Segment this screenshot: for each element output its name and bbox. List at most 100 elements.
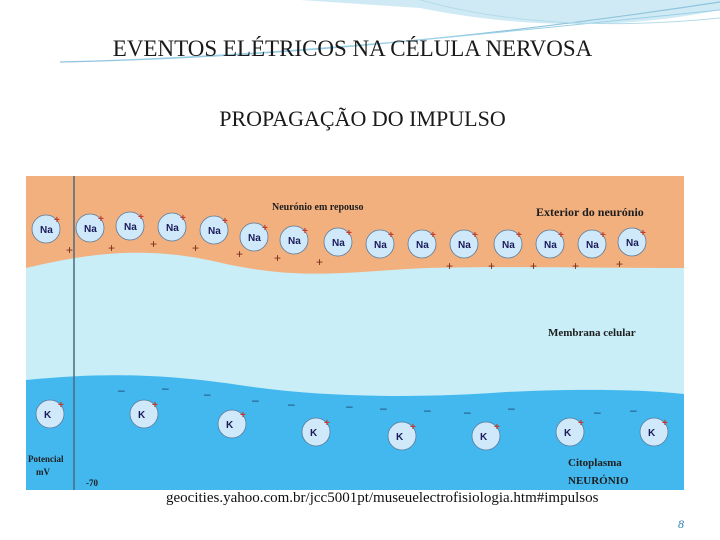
na-ion-6-charge: + xyxy=(262,223,268,234)
outer-charge-12: + xyxy=(616,257,623,271)
inner-charge-3: – xyxy=(204,387,211,401)
na-ion-3-charge: + xyxy=(138,212,144,223)
inner-charge-4: – xyxy=(252,393,259,407)
na-ion-5-circle xyxy=(199,215,229,245)
na-ion-3-label: Na xyxy=(124,222,137,233)
outer-charge-5: + xyxy=(236,247,243,261)
label-resting-neuron: Neurónio em repouso xyxy=(272,202,363,213)
k-ion-4-label: K xyxy=(310,428,318,439)
k-ion-2-label: K xyxy=(138,410,146,421)
na-ion-12-circle xyxy=(493,229,523,259)
k-ion-6-label: K xyxy=(480,432,488,443)
k-ion-8-label: K xyxy=(648,428,656,439)
na-ion-9-label: Na xyxy=(374,240,387,251)
cytoplasm-region xyxy=(26,375,684,490)
na-ion-4-circle xyxy=(157,212,187,242)
outer-charge-7: + xyxy=(316,255,323,269)
na-ion-11-charge: + xyxy=(472,230,478,241)
k-ion-5-label: K xyxy=(396,432,404,443)
na-ion-11-circle xyxy=(449,229,479,259)
na-ion-15-label: Na xyxy=(626,238,639,249)
na-ion-15-circle xyxy=(617,227,647,257)
outer-charge-8: + xyxy=(446,259,453,273)
k-ion-1-label: K xyxy=(44,410,52,421)
label-unit: mV xyxy=(36,467,50,477)
label-potential: Potencial xyxy=(28,454,64,464)
slide-title: EVENTOS ELÉTRICOS NA CÉLULA NERVOSA xyxy=(112,36,593,61)
na-ion-14-charge: + xyxy=(600,230,606,241)
na-ion-8-charge: + xyxy=(346,228,352,239)
outer-charge-1: + xyxy=(66,243,73,257)
na-ion-10-circle xyxy=(407,229,437,259)
k-ion-6-charge: + xyxy=(494,422,500,433)
inner-charge-9: – xyxy=(464,405,471,419)
na-ion-13-circle xyxy=(535,229,565,259)
outer-charge-11: + xyxy=(572,259,579,273)
na-ion-7-charge: + xyxy=(302,226,308,237)
na-ion-6-label: Na xyxy=(248,233,261,244)
outer-charge-6: + xyxy=(274,251,281,265)
na-ion-11-label: Na xyxy=(458,240,471,251)
outer-charge-9: + xyxy=(488,259,495,273)
k-ion-8-circle xyxy=(639,417,669,447)
na-ion-9-circle xyxy=(365,229,395,259)
k-ion-2-charge: + xyxy=(152,400,158,411)
k-ion-6-circle xyxy=(471,421,501,451)
inner-charge-7: – xyxy=(380,401,387,415)
na-ion-9-charge: + xyxy=(388,230,394,241)
k-ion-1-circle xyxy=(35,399,65,429)
na-ion-7-label: Na xyxy=(288,236,301,247)
inner-charge-1: – xyxy=(118,383,125,397)
inner-charge-8: – xyxy=(424,403,431,417)
inner-charge-2: – xyxy=(162,381,169,395)
k-ion-7-label: K xyxy=(564,428,572,439)
na-ion-7-circle xyxy=(279,225,309,255)
na-ion-6-circle xyxy=(239,222,269,252)
na-ion-1-circle xyxy=(31,214,61,244)
nerve-impulse-figure: Na+Na+Na+Na+Na+Na+Na+Na+Na+Na+Na+Na+Na+N… xyxy=(26,176,684,490)
outer-charge-2: + xyxy=(108,241,115,255)
na-ion-2-charge: + xyxy=(98,214,104,225)
slide-subtitle: PROPAGAÇÃO DO IMPULSO xyxy=(219,106,506,131)
k-ion-4-charge: + xyxy=(324,418,330,429)
inner-charge-12: – xyxy=(630,403,637,417)
k-ion-3-label: K xyxy=(226,420,234,431)
inner-charge-10: – xyxy=(508,401,515,415)
na-ion-1-label: Na xyxy=(40,225,53,236)
label-membrane: Membrana celular xyxy=(548,327,636,339)
k-ion-2-circle xyxy=(129,399,159,429)
source-caption: geocities.yahoo.com.br/jcc5001pt/museuel… xyxy=(166,490,599,506)
page-number: 8 xyxy=(678,517,684,531)
na-ion-15-charge: + xyxy=(640,228,646,239)
k-ion-4-circle xyxy=(301,417,331,447)
inner-charge-6: – xyxy=(346,399,353,413)
k-ion-3-charge: + xyxy=(240,410,246,421)
label-exterior: Exterior do neurónio xyxy=(536,205,644,219)
na-ion-8-circle xyxy=(323,227,353,257)
na-ion-12-charge: + xyxy=(516,230,522,241)
k-ion-3-circle xyxy=(217,409,247,439)
na-ion-3-circle xyxy=(115,211,145,241)
na-ion-1-charge: + xyxy=(54,215,60,226)
na-ion-10-label: Na xyxy=(416,240,429,251)
na-ion-13-label: Na xyxy=(544,240,557,251)
na-ion-4-label: Na xyxy=(166,223,179,234)
na-ion-5-label: Na xyxy=(208,226,221,237)
na-ion-10-charge: + xyxy=(430,230,436,241)
outer-charge-10: + xyxy=(530,259,537,273)
outer-charge-3: + xyxy=(150,237,157,251)
inner-charge-11: – xyxy=(594,405,601,419)
na-ion-5-charge: + xyxy=(222,216,228,227)
k-ion-8-charge: + xyxy=(662,418,668,429)
label-cytoplasm: Citoplasma xyxy=(568,457,622,469)
na-ion-14-circle xyxy=(577,229,607,259)
header-decoration xyxy=(59,0,720,63)
k-ion-5-circle xyxy=(387,421,417,451)
na-ion-12-label: Na xyxy=(502,240,515,251)
k-ion-7-charge: + xyxy=(578,418,584,429)
na-ion-14-label: Na xyxy=(586,240,599,251)
na-ion-8-label: Na xyxy=(332,238,345,249)
na-ion-4-charge: + xyxy=(180,213,186,224)
inner-charge-5: – xyxy=(288,397,295,411)
na-ion-2-label: Na xyxy=(84,224,97,235)
